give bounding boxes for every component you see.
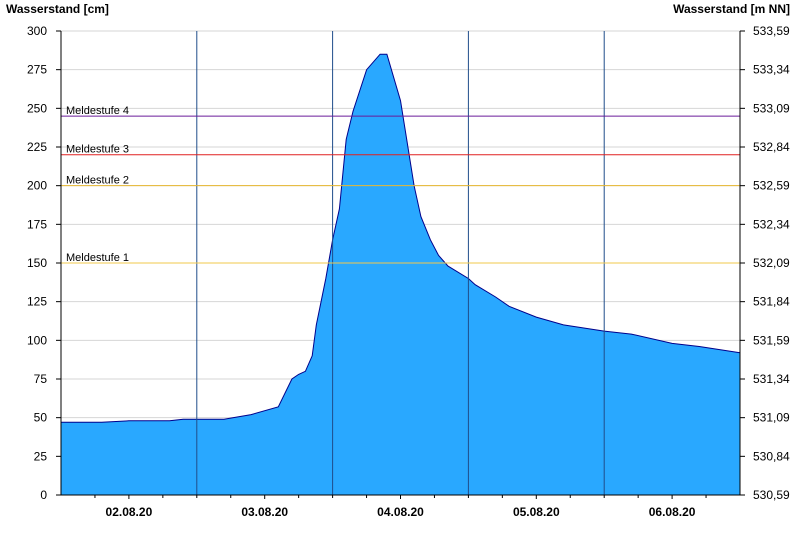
x-tick-label-4: 06.08.20	[649, 505, 696, 519]
right-tick-label-5: 531,84	[753, 295, 790, 309]
left-tick-label-6: 150	[27, 256, 47, 270]
axes: 0 25 50 75 100 125 150 175 200 225 250 275 300 530,59…	[27, 24, 790, 519]
left-tick-label-12: 300	[27, 24, 47, 38]
left-tick-label-11: 275	[27, 63, 47, 77]
right-tick-label-4: 531,59	[753, 333, 790, 347]
right-tick-label-3: 531,34	[753, 372, 790, 386]
right-tick-label-2: 531,09	[753, 411, 790, 425]
x-tick-label-3: 05.08.20	[513, 505, 560, 519]
left-tick-label-9: 225	[27, 140, 47, 154]
x-tick-label-2: 04.08.20	[377, 505, 424, 519]
right-tick-label-12: 533,59	[753, 24, 790, 38]
left-tick-label-4: 100	[27, 333, 47, 347]
right-tick-label-9: 532,84	[753, 140, 790, 154]
x-tick-label-1: 03.08.20	[241, 505, 288, 519]
right-tick-label-1: 530,84	[753, 449, 790, 463]
left-tick-label-2: 50	[34, 411, 48, 425]
threshold-label-1: Meldestufe 1	[66, 252, 129, 264]
water-level-series	[61, 53, 741, 495]
left-tick-label-1: 25	[34, 449, 48, 463]
water-level-area	[61, 54, 740, 495]
right-tick-label-6: 532,09	[753, 256, 790, 270]
threshold-label-3: Meldestufe 3	[66, 144, 129, 156]
threshold-label-4: Meldestufe 4	[66, 105, 129, 117]
x-tick-label-0: 02.08.20	[106, 505, 153, 519]
right-tick-label-11: 533,34	[753, 63, 790, 77]
right-tick-label-10: 533,09	[753, 101, 790, 115]
left-tick-label-5: 125	[27, 295, 47, 309]
left-tick-label-8: 200	[27, 179, 47, 193]
left-tick-label-3: 75	[34, 372, 48, 386]
right-axis-label: Wasserstand [m NN]	[673, 2, 790, 16]
left-tick-label-0: 0	[40, 488, 47, 502]
water-level-line	[61, 53, 741, 423]
left-axis-label: Wasserstand [cm]	[6, 2, 109, 16]
right-tick-label-8: 532,59	[753, 179, 790, 193]
right-tick-label-7: 532,34	[753, 217, 790, 231]
left-tick-label-7: 175	[27, 217, 47, 231]
threshold-label-2: Meldestufe 2	[66, 175, 129, 187]
left-tick-label-10: 250	[27, 101, 47, 115]
right-tick-label-0: 530,59	[753, 488, 790, 502]
threshold-lines: Meldestufe 1 Meldestufe 2 Meldestufe 3 Meld…	[61, 105, 740, 264]
